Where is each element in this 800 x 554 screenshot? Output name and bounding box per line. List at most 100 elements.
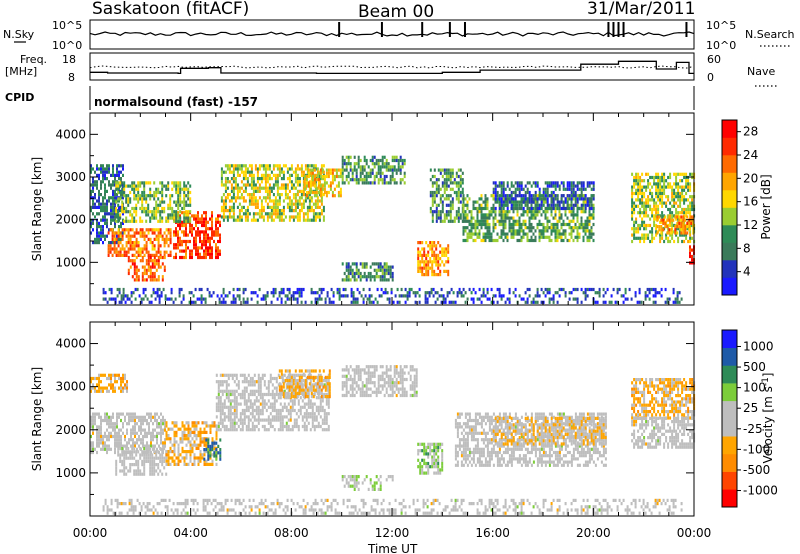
data-cell [544, 235, 547, 239]
data-cell [90, 380, 92, 384]
data-cell [149, 453, 152, 457]
data-cell [437, 263, 440, 267]
data-cell [151, 466, 154, 470]
data-cell [115, 184, 118, 188]
data-cell [185, 239, 187, 244]
data-cell [361, 168, 364, 172]
date-title: 31/Mar/2011 [587, 0, 695, 19]
data-cell [129, 213, 132, 217]
data-cell [387, 265, 390, 269]
data-cell [145, 181, 148, 185]
data-cell [399, 155, 402, 159]
data-cell [391, 174, 394, 179]
data-cell [215, 227, 217, 231]
data-cell [157, 187, 160, 191]
data-cell [197, 227, 199, 231]
data-cell [144, 287, 147, 292]
data-cell [540, 200, 543, 204]
data-cell [431, 181, 434, 185]
data-cell [576, 187, 579, 191]
data-cell [140, 431, 142, 435]
data-cell [258, 164, 261, 168]
data-cell [155, 262, 158, 266]
data-cell [197, 233, 199, 237]
data-cell [480, 222, 483, 227]
data-cell [383, 155, 386, 159]
data-cell [304, 199, 307, 203]
data-cell [130, 294, 133, 298]
data-cell [361, 262, 364, 266]
data-cell [564, 291, 567, 295]
data-cell [169, 237, 172, 241]
data-cell [459, 200, 462, 204]
data-cell [377, 171, 380, 175]
data-cell [441, 247, 444, 251]
data-cell [132, 412, 134, 416]
data-cell [384, 287, 387, 292]
data-cell [534, 238, 537, 243]
data-cell [142, 422, 144, 426]
data-cell [357, 268, 360, 272]
data-cell [234, 167, 237, 171]
data-cell [524, 210, 527, 214]
data-cell [133, 194, 136, 198]
data-cell [526, 190, 529, 195]
data-cell [671, 211, 674, 215]
data-cell [112, 167, 114, 171]
data-cell [90, 196, 92, 200]
data-cell [122, 294, 125, 298]
data-cell [606, 287, 609, 292]
data-cell [142, 444, 144, 448]
data-cell [482, 238, 485, 243]
data-cell [554, 206, 557, 211]
colorbar-tick-label: 12 [743, 218, 758, 232]
nave-tick-top: 60 [707, 53, 721, 66]
data-cell [512, 232, 515, 236]
data-cell [286, 193, 289, 197]
data-cell [250, 177, 253, 181]
data-cell [367, 165, 370, 169]
data-cell [108, 164, 110, 168]
data-cell [590, 287, 593, 292]
data-cell [298, 212, 301, 216]
data-cell [157, 197, 160, 201]
data-cell [274, 199, 277, 203]
data-cell [126, 444, 128, 448]
data-cell [574, 194, 577, 198]
data-cell [282, 287, 285, 292]
colorbar-swatch [722, 120, 737, 138]
data-cell [134, 297, 137, 301]
data-cell [658, 228, 661, 232]
data-cell [201, 214, 203, 218]
data-cell [159, 244, 162, 248]
data-cell [139, 228, 142, 232]
data-cell [664, 300, 667, 304]
data-cell [121, 253, 124, 257]
data-cell [128, 412, 130, 416]
data-cell [570, 213, 573, 217]
data-cell [633, 201, 636, 205]
data-cell [92, 202, 94, 206]
data-cell [472, 206, 475, 211]
data-cell [139, 469, 142, 473]
data-cell [226, 193, 229, 197]
data-cell [313, 174, 316, 179]
data-cell [424, 300, 427, 304]
data-cell [160, 422, 162, 426]
data-cell [462, 210, 465, 214]
data-cell [691, 195, 694, 199]
data-cell [256, 167, 259, 171]
data-cell [325, 190, 328, 195]
data-cell [152, 428, 154, 432]
data-cell [663, 191, 666, 196]
data-cell [278, 209, 281, 213]
data-cell [268, 215, 271, 219]
data-cell [453, 181, 456, 185]
data-cell [685, 185, 688, 189]
data-cell [435, 184, 438, 188]
data-cell [123, 466, 126, 470]
data-cell [338, 294, 341, 298]
data-cell [125, 456, 128, 460]
data-cell [276, 205, 279, 209]
data-cell [156, 441, 158, 445]
